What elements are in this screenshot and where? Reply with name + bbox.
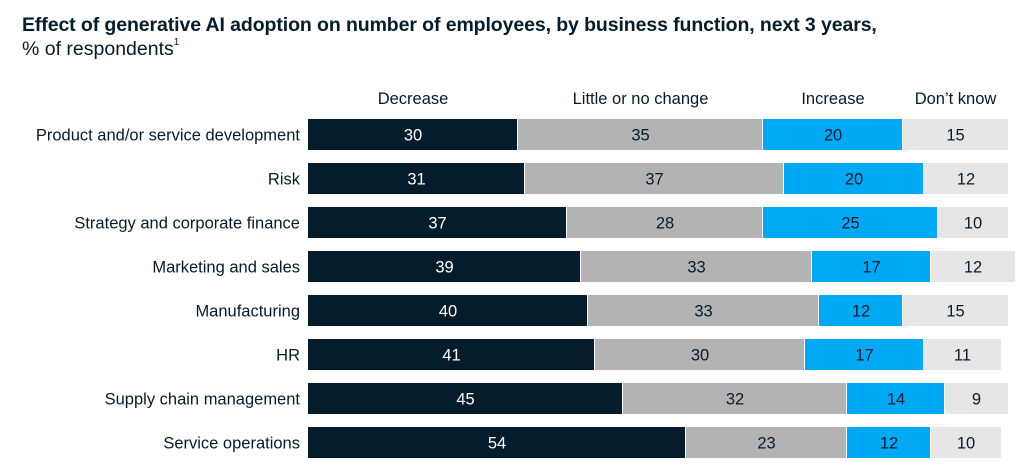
data-label: 40: [439, 303, 457, 321]
data-label: 12: [964, 259, 982, 277]
bar-segment: [581, 251, 811, 282]
bar-segment: [308, 427, 685, 458]
category-label: Risk: [268, 171, 301, 189]
data-label: 17: [862, 259, 880, 277]
bar-segment: [308, 339, 594, 370]
data-label: 23: [757, 435, 775, 453]
bar-segment: [623, 383, 846, 414]
data-label: 25: [841, 215, 859, 233]
bar-segment: [308, 383, 622, 414]
bar-segment: [308, 295, 587, 326]
data-label: 32: [726, 391, 744, 409]
data-label: 41: [442, 347, 460, 365]
data-label: 20: [824, 127, 842, 145]
bar-segment: [819, 295, 902, 326]
data-label: 35: [631, 127, 649, 145]
data-label: 12: [957, 171, 975, 189]
data-label: 12: [852, 303, 870, 321]
bar-segment: [595, 339, 804, 370]
data-label: 12: [880, 435, 898, 453]
category-label: Strategy and corporate finance: [74, 215, 300, 233]
data-label: 39: [435, 259, 453, 277]
bar-segment: [847, 427, 930, 458]
category-label: Service operations: [163, 435, 300, 453]
category-label: Manufacturing: [195, 303, 300, 321]
bar-segment: [924, 163, 1008, 194]
data-label: 31: [407, 171, 425, 189]
bar-segment: [945, 383, 1008, 414]
bar-segment: [812, 251, 930, 282]
data-label: 28: [656, 215, 674, 233]
bar-segment: [308, 207, 566, 238]
bar-segment: [588, 295, 818, 326]
data-label: 11: [954, 347, 971, 365]
bar-segment: [931, 427, 1001, 458]
data-label: 10: [964, 215, 982, 233]
data-label: 15: [946, 303, 964, 321]
data-label: 20: [845, 171, 863, 189]
bar-segment: [763, 119, 902, 150]
bar-segment: [903, 119, 1008, 150]
data-label: 10: [957, 435, 975, 453]
category-label: Supply chain management: [105, 391, 301, 409]
data-label: 45: [456, 391, 474, 409]
category-label: HR: [276, 347, 300, 365]
bar-segment: [686, 427, 846, 458]
bar-segment: [847, 383, 944, 414]
bar-segment: [308, 251, 580, 282]
bar-segment: [763, 207, 937, 238]
data-label: 37: [645, 171, 663, 189]
data-label: 37: [428, 215, 446, 233]
bar-segment: [308, 119, 517, 150]
data-label: 9: [972, 391, 981, 409]
bar-segment: [903, 295, 1008, 326]
bar-segment: [938, 207, 1008, 238]
bar-segment: [518, 119, 762, 150]
data-label: 33: [694, 303, 712, 321]
category-label: Product and/or service development: [36, 127, 301, 145]
data-label: 15: [946, 127, 964, 145]
category-label: Marketing and sales: [152, 259, 300, 277]
data-label: 14: [887, 391, 905, 409]
bar-segment: [931, 251, 1015, 282]
data-label: 30: [691, 347, 709, 365]
bar-segment: [805, 339, 923, 370]
legend-label-don-t-know: Don’t know: [915, 90, 997, 108]
chart-title: Effect of generative AI adoption on numb…: [22, 14, 877, 36]
bar-segment: [924, 339, 1001, 370]
footnote-marker: 1: [173, 37, 180, 48]
legend-label-increase: Increase: [801, 90, 864, 108]
data-label: 54: [488, 435, 506, 453]
legend-label-decrease: Decrease: [378, 90, 449, 108]
data-label: 33: [687, 259, 705, 277]
bar-segment: [525, 163, 783, 194]
chart-subtitle-text: % of respondents: [22, 38, 174, 60]
data-label: 30: [404, 127, 422, 145]
bar-segment: [784, 163, 923, 194]
bar-segment: [308, 163, 524, 194]
bar-segment: [567, 207, 762, 238]
legend-label-little-or-no-change: Little or no change: [573, 90, 709, 108]
chart-subtitle: % of respondents1: [22, 37, 180, 61]
data-label: 17: [855, 347, 873, 365]
